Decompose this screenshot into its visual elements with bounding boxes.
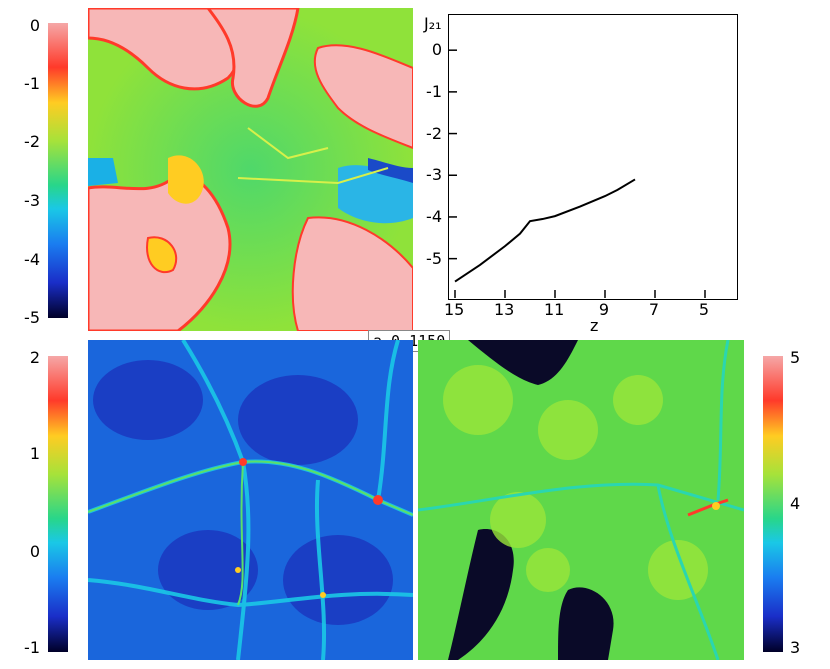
colorbar-bottom-right-tick: 3 (790, 638, 801, 657)
y-tick-label: -4 (426, 206, 442, 226)
colorbar-bottom-left-tick: 0 (29, 542, 40, 561)
x-tick-label: 15 (444, 300, 465, 319)
colorbar-bottom-left-tick: 1 (29, 444, 40, 463)
colorbar-top-left (48, 23, 68, 318)
colorbar-top-left-tick: -3 (24, 191, 40, 210)
colorbar-bottom-right-tick: 5 (790, 348, 801, 367)
line-plot (449, 49, 706, 298)
y-tick-label: -2 (426, 123, 442, 143)
x-tick-label: 7 (648, 300, 660, 319)
x-tick-label: 11 (544, 300, 565, 319)
colorbar-top-left-tick: -5 (24, 308, 40, 327)
colorbar-bottom-left-tick: -1 (24, 638, 40, 657)
y-tick-label: -5 (426, 248, 442, 268)
y-tick-label: -1 (426, 81, 442, 101)
x-axis-label: z (590, 316, 599, 335)
plot-frame (448, 14, 738, 300)
colorbar-bottom-right-tick: 4 (790, 494, 801, 513)
x-tick-label: 13 (494, 300, 515, 319)
y-tick-label: -3 (426, 165, 442, 185)
colorbar-top-left-tick: -1 (24, 74, 40, 93)
x-tick-label: 5 (698, 300, 710, 319)
density-map-bottom-left (88, 340, 413, 660)
colorbar-top-left-tick: 0 (29, 16, 40, 35)
colorbar-bottom-right (763, 356, 783, 652)
y-tick-label: 0 (431, 40, 442, 60)
x-tick-label: 9 (598, 300, 610, 319)
colorbar-bottom-left-tick: 2 (29, 348, 40, 367)
y-axis-label: J₂₁ (424, 14, 442, 33)
colorbar-bottom-left (48, 356, 68, 652)
colorbar-top-left-tick: -4 (24, 250, 40, 269)
ionization-map-top-left (88, 8, 413, 331)
series-line (454, 178, 636, 283)
colorbar-top-left-tick: -2 (24, 132, 40, 151)
temperature-map-bottom-right (418, 340, 744, 660)
